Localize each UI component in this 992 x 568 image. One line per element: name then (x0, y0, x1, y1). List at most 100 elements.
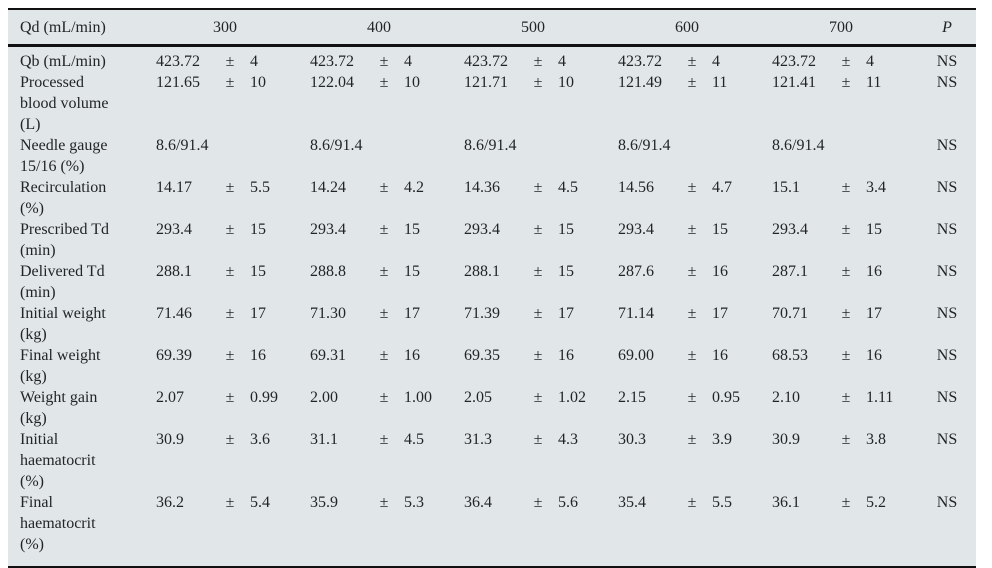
cell-sd: 16 (866, 347, 882, 364)
plus-minus-symbol: ± (533, 179, 543, 196)
cell-mean: 14.17 (156, 179, 192, 196)
cell-sd: 4.3 (558, 431, 578, 448)
cell-mean: 423.72 (156, 53, 200, 70)
plus-minus-symbol: ± (687, 347, 697, 364)
plus-minus-symbol: ± (379, 263, 389, 280)
plus-minus-symbol: ± (687, 74, 697, 91)
table-row: Final haematocrit (%) 36.2 ±5.4 35.9 ±5.3 36.… (8, 492, 976, 567)
table-row: Initial haematocrit (%) 30.9 ±3.6 31.1 ±4.5 3… (8, 429, 976, 492)
table-row: Qb (mL/min) 423.72 ±4 423.72 ±4 423.72 ±4 423.7… (8, 46, 976, 73)
cell-sd: 5.2 (866, 494, 886, 511)
cell-mean: 71.30 (310, 305, 346, 322)
plus-minus-symbol: ± (533, 431, 543, 448)
cell-mean: 293.4 (310, 221, 346, 238)
table-row: Recirculation (%) 14.17 ±5.5 14.24 ±4.2 14.36… (8, 177, 976, 219)
cell-value-single: 8.6/91.4 (772, 137, 825, 154)
cell-sd: 1.02 (558, 389, 586, 406)
dialysis-parameters-table: Qd (mL/min) 300 400 500 600 700 P Qb (mL… (8, 8, 976, 568)
plus-minus-symbol: ± (379, 179, 389, 196)
row-label: Final haematocrit (%) (20, 494, 96, 553)
cell-mean: 14.24 (310, 179, 346, 196)
plus-minus-symbol: ± (533, 53, 543, 70)
cell-p-value: NS (936, 305, 958, 322)
table-row: Delivered Td (min) 288.1 ±15 288.8 ±15 288.1 ±… (8, 261, 976, 303)
cell-sd: 4 (250, 53, 258, 70)
cell-sd: 3.9 (712, 431, 732, 448)
plus-minus-symbol: ± (687, 389, 697, 406)
cell-sd: 15 (250, 263, 266, 280)
plus-minus-symbol: ± (841, 74, 851, 91)
plus-minus-symbol: ± (379, 74, 389, 91)
plus-minus-symbol: ± (533, 263, 543, 280)
table-row: Final weight (kg) 69.39 ±16 69.31 ±16 69.35 ±1… (8, 345, 976, 387)
cell-sd: 17 (558, 305, 574, 322)
plus-minus-symbol: ± (379, 389, 389, 406)
cell-mean: 30.9 (772, 431, 800, 448)
plus-minus-symbol: ± (225, 494, 235, 511)
cell-sd: 16 (712, 263, 728, 280)
plus-minus-symbol: ± (841, 263, 851, 280)
cell-mean: 423.72 (464, 53, 508, 70)
cell-mean: 122.04 (310, 74, 354, 91)
cell-sd: 11 (712, 74, 728, 91)
row-label: Delivered Td (min) (20, 263, 105, 301)
cell-sd: 5.4 (250, 494, 270, 511)
cell-mean: 30.3 (618, 431, 646, 448)
cell-sd: 16 (558, 347, 574, 364)
plus-minus-symbol: ± (225, 389, 235, 406)
row-label: Needle gauge 15/16 (%) (20, 137, 108, 175)
cell-p-value: NS (936, 53, 958, 70)
plus-minus-symbol: ± (225, 179, 235, 196)
cell-mean: 69.00 (618, 347, 654, 364)
plus-minus-symbol: ± (225, 347, 235, 364)
cell-sd: 5.5 (712, 494, 732, 511)
plus-minus-symbol: ± (225, 221, 235, 238)
cell-mean: 121.41 (772, 74, 816, 91)
cell-mean: 36.1 (772, 494, 800, 511)
plus-minus-symbol: ± (379, 221, 389, 238)
plus-minus-symbol: ± (379, 431, 389, 448)
cell-mean: 36.2 (156, 494, 184, 511)
cell-mean: 121.71 (464, 74, 508, 91)
plus-minus-symbol: ± (841, 53, 851, 70)
cell-mean: 15.1 (772, 179, 800, 196)
cell-sd: 4 (712, 53, 720, 70)
cell-sd: 4.5 (558, 179, 578, 196)
cell-p-value: NS (936, 347, 958, 364)
cell-mean: 293.4 (618, 221, 654, 238)
cell-mean: 2.07 (156, 389, 184, 406)
cell-mean: 293.4 (156, 221, 192, 238)
cell-sd: 15 (404, 221, 420, 238)
cell-mean: 2.00 (310, 389, 338, 406)
cell-mean: 288.8 (310, 263, 346, 280)
cell-sd: 4 (558, 53, 566, 70)
cell-sd: 16 (404, 347, 420, 364)
cell-sd: 4 (866, 53, 874, 70)
plus-minus-symbol: ± (379, 305, 389, 322)
plus-minus-symbol: ± (379, 347, 389, 364)
cell-sd: 3.4 (866, 179, 886, 196)
cell-mean: 121.65 (156, 74, 200, 91)
cell-mean: 293.4 (772, 221, 808, 238)
row-label: Initial haematocrit (%) (20, 431, 96, 490)
plus-minus-symbol: ± (687, 494, 697, 511)
plus-minus-symbol: ± (687, 221, 697, 238)
cell-mean: 71.46 (156, 305, 192, 322)
cell-p-value: NS (936, 263, 958, 280)
cell-mean: 423.72 (310, 53, 354, 70)
cell-mean: 287.1 (772, 263, 808, 280)
cell-sd: 16 (866, 263, 882, 280)
plus-minus-symbol: ± (533, 74, 543, 91)
cell-sd: 15 (404, 263, 420, 280)
cell-mean: 2.15 (618, 389, 646, 406)
table-row: Prescribed Td (min) 293.4 ±15 293.4 ±15 293.4… (8, 219, 976, 261)
cell-sd: 4 (404, 53, 412, 70)
plus-minus-symbol: ± (841, 305, 851, 322)
cell-sd: 1.11 (866, 389, 894, 406)
cell-value-single: 8.6/91.4 (156, 137, 209, 154)
plus-minus-symbol: ± (841, 494, 851, 511)
header-col-600: 600 (610, 9, 764, 47)
plus-minus-symbol: ± (225, 74, 235, 91)
cell-sd: 17 (404, 305, 420, 322)
plus-minus-symbol: ± (225, 431, 235, 448)
